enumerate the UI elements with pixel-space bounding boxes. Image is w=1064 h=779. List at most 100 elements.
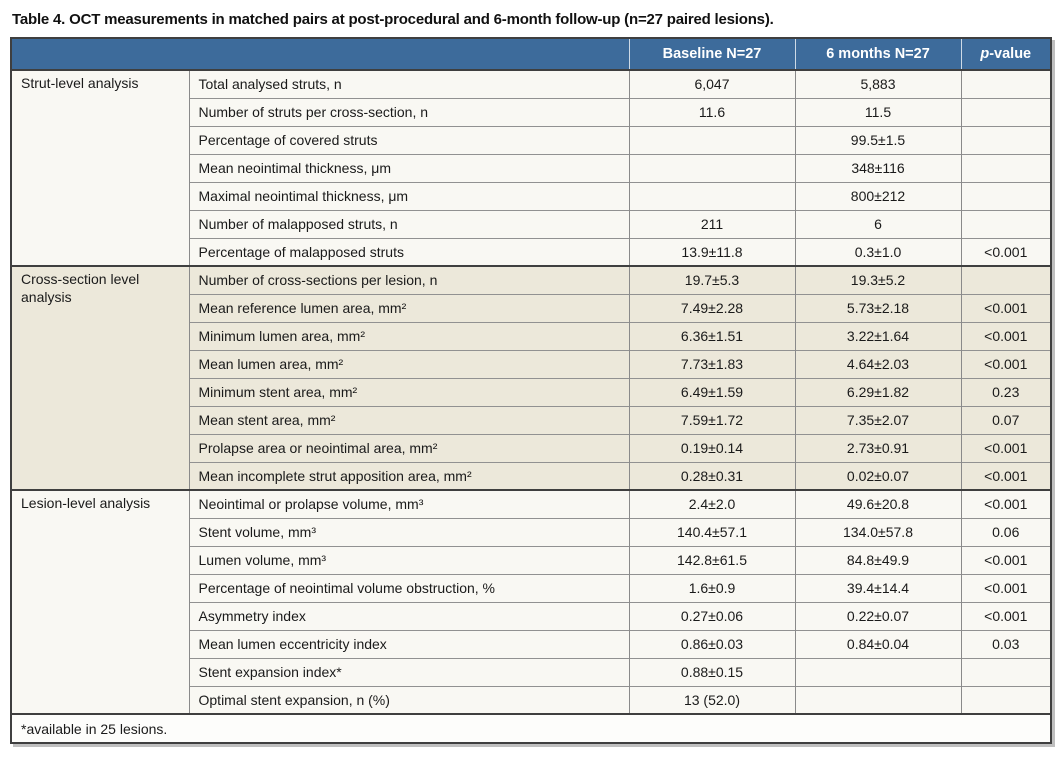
baseline-value-cell: 1.6±0.9 <box>628 573 795 602</box>
p-value-italic-p: p <box>980 46 990 62</box>
p-value-cell: <0.001 <box>960 293 1051 322</box>
table-row: Mean lumen eccentricity index 0.86±0.03 0.… <box>11 629 1051 658</box>
baseline-value-cell: 6,047 <box>628 69 795 98</box>
baseline-value-cell: 13 (52.0) <box>628 685 795 714</box>
table-row: Mean stent area, mm² 7.59±1.72 7.35±2.07 0.… <box>11 405 1051 434</box>
table-row: Mean incomplete strut apposition area, m… <box>11 461 1051 490</box>
header-baseline-cell: Baseline N=27 <box>628 38 795 71</box>
table-header: Baseline N=27 6 months N=27 p-value <box>11 38 1051 71</box>
measure-name-cell: Mean stent area, mm² <box>188 405 629 434</box>
table-row: Number of struts per cross-section, n 11.… <box>11 97 1051 126</box>
six-months-value-cell: 5,883 <box>794 69 961 98</box>
measure-name-cell: Lumen volume, mm³ <box>188 545 629 574</box>
p-value-cell: 0.03 <box>960 629 1051 658</box>
six-months-value-cell: 84.8±49.9 <box>794 545 961 574</box>
measure-name-cell: Minimum lumen area, mm² <box>188 321 629 350</box>
six-months-value-cell: 0.22±0.07 <box>794 601 961 630</box>
table-row: Percentage of neointimal volume obstruct… <box>11 573 1051 602</box>
measure-name-cell: Asymmetry index <box>188 601 629 630</box>
measure-name-cell: Mean neointimal thickness, μm <box>188 153 629 182</box>
six-months-value-cell: 0.84±0.04 <box>794 629 961 658</box>
p-value-cell <box>960 181 1051 210</box>
baseline-value-cell: 0.86±0.03 <box>628 629 795 658</box>
baseline-value-cell <box>628 181 795 210</box>
measure-name-cell: Maximal neointimal thickness, μm <box>188 181 629 210</box>
p-value-cell: <0.001 <box>960 489 1051 518</box>
measure-name-cell: Mean incomplete strut apposition area, m… <box>188 461 629 490</box>
table-row: Stent expansion index* 0.88±0.15 <box>11 657 1051 686</box>
p-value-cell <box>960 265 1051 294</box>
six-months-value-cell: 3.22±1.64 <box>794 321 961 350</box>
table-row: Lesion-level analysis Neointimal or prola… <box>11 489 1051 714</box>
baseline-value-cell <box>628 153 795 182</box>
p-value-rest: -value <box>989 46 1032 62</box>
table-row: Cross-section level analysis Number of cr… <box>11 265 1051 490</box>
section-light-2: Lesion-level analysis Neointimal or prola… <box>11 489 1051 714</box>
section-label: Strut-level analysis <box>11 69 189 266</box>
header-six-months-cell: 6 months N=27 <box>794 38 961 71</box>
baseline-value-cell: 7.59±1.72 <box>628 405 795 434</box>
table-row: Percentage of malapposed struts 13.9±11.8… <box>11 237 1051 266</box>
table-row: Lumen volume, mm³ 142.8±61.5 84.8±49.9 <0.0… <box>11 545 1051 574</box>
measure-name-cell: Total analysed struts, n <box>188 69 629 98</box>
six-months-value-cell <box>794 657 961 686</box>
six-months-value-cell: 7.35±2.07 <box>794 405 961 434</box>
measure-name-cell: Number of struts per cross-section, n <box>188 97 629 126</box>
p-value-cell: <0.001 <box>960 321 1051 350</box>
measure-name-cell: Percentage of malapposed struts <box>188 237 629 266</box>
table-row: Mean reference lumen area, mm² 7.49±2.28 5… <box>11 293 1051 322</box>
table-title: Table 4. OCT measurements in matched pai… <box>12 11 774 28</box>
p-value-cell: <0.001 <box>960 349 1051 378</box>
baseline-value-cell: 7.49±2.28 <box>628 293 795 322</box>
header-p-value-cell: p-value <box>960 38 1051 71</box>
table-row: Minimum lumen area, mm² 6.36±1.51 3.22±1.6… <box>11 321 1051 350</box>
table-row: Prolapse area or neointimal area, mm² 0.1… <box>11 433 1051 462</box>
six-months-value-cell: 39.4±14.4 <box>794 573 961 602</box>
six-months-value-cell: 99.5±1.5 <box>794 125 961 154</box>
header-blank-cell <box>11 38 629 71</box>
measure-name-cell: Mean lumen eccentricity index <box>188 629 629 658</box>
p-value-cell: <0.001 <box>960 601 1051 630</box>
table-row: Stent volume, mm³ 140.4±57.1 134.0±57.8 0.0… <box>11 517 1051 546</box>
section-label: Cross-section level analysis <box>11 265 189 490</box>
table-footer: *available in 25 lesions. <box>11 713 1051 743</box>
baseline-value-cell: 140.4±57.1 <box>628 517 795 546</box>
six-months-value-cell: 6 <box>794 209 961 238</box>
measure-name-cell: Mean reference lumen area, mm² <box>188 293 629 322</box>
measure-name-cell: Neointimal or prolapse volume, mm³ <box>188 489 629 518</box>
measure-name-cell: Optimal stent expansion, n (%) <box>188 685 629 714</box>
six-months-value-cell: 6.29±1.82 <box>794 377 961 406</box>
six-months-value-cell: 2.73±0.91 <box>794 433 961 462</box>
measure-name-cell: Percentage of covered struts <box>188 125 629 154</box>
baseline-value-cell: 0.27±0.06 <box>628 601 795 630</box>
p-value-cell <box>960 209 1051 238</box>
p-value-cell <box>960 97 1051 126</box>
six-months-value-cell: 800±212 <box>794 181 961 210</box>
table-row: Optimal stent expansion, n (%) 13 (52.0) <box>11 685 1051 714</box>
six-months-value-cell: 49.6±20.8 <box>794 489 961 518</box>
baseline-value-cell: 2.4±2.0 <box>628 489 795 518</box>
baseline-value-cell: 6.36±1.51 <box>628 321 795 350</box>
section-tan-1: Cross-section level analysis Number of cr… <box>11 265 1051 490</box>
baseline-value-cell: 11.6 <box>628 97 795 126</box>
p-value-cell: <0.001 <box>960 237 1051 266</box>
baseline-value-cell: 142.8±61.5 <box>628 545 795 574</box>
p-value-cell <box>960 69 1051 98</box>
measure-name-cell: Prolapse area or neointimal area, mm² <box>188 433 629 462</box>
baseline-value-cell: 19.7±5.3 <box>628 265 795 294</box>
six-months-value-cell: 0.02±0.07 <box>794 461 961 490</box>
p-value-cell <box>960 153 1051 182</box>
p-value-cell: <0.001 <box>960 461 1051 490</box>
table-row: Asymmetry index 0.27±0.06 0.22±0.07 <0.001 <box>11 601 1051 630</box>
table-row: Maximal neointimal thickness, μm 800±212 <box>11 181 1051 210</box>
p-value-cell: 0.07 <box>960 405 1051 434</box>
measure-name-cell: Stent volume, mm³ <box>188 517 629 546</box>
table-row: Strut-level analysis Total analysed strut… <box>11 69 1051 266</box>
baseline-value-cell: 6.49±1.59 <box>628 377 795 406</box>
section-label: Lesion-level analysis <box>11 489 189 714</box>
six-months-value-cell: 348±116 <box>794 153 961 182</box>
p-value-cell: <0.001 <box>960 573 1051 602</box>
measure-name-cell: Stent expansion index* <box>188 657 629 686</box>
baseline-value-cell: 7.73±1.83 <box>628 349 795 378</box>
